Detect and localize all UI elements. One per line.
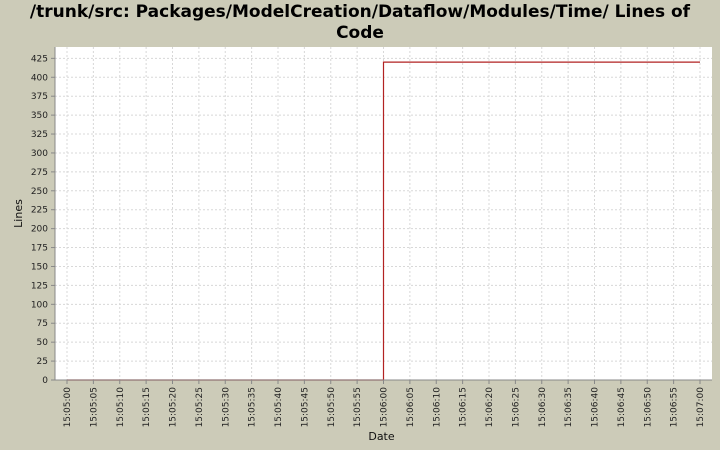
x-tick-label: 15:05:30 (221, 387, 231, 428)
y-tick-label: 75 (37, 319, 48, 329)
y-tick-label: 100 (31, 300, 48, 310)
x-tick-label: 15:06:55 (670, 387, 680, 427)
x-tick-label: 15:06:30 (538, 387, 548, 428)
x-tick-label: 15:06:05 (406, 387, 416, 427)
x-tick-label: 15:05:55 (353, 387, 363, 427)
x-tick-label: 15:05:50 (327, 387, 337, 428)
y-axis-title: Lines (12, 199, 25, 228)
y-tick-label: 0 (42, 376, 48, 386)
y-tick-label: 375 (31, 92, 48, 102)
y-tick-label: 400 (31, 73, 48, 83)
x-tick-label: 15:06:20 (485, 387, 495, 428)
y-tick-label: 25 (37, 357, 48, 367)
y-tick-label: 250 (31, 187, 48, 197)
x-tick-label: 15:05:15 (142, 387, 152, 427)
x-tick-label: 15:05:35 (248, 387, 258, 427)
y-tick-label: 50 (37, 338, 49, 348)
chart-title: /trunk/src: Packages/ModelCreation/Dataf… (0, 2, 720, 44)
y-tick-label: 225 (31, 206, 48, 216)
y-tick-label: 300 (31, 149, 48, 159)
x-tick-label: 15:06:35 (564, 387, 574, 427)
x-tick-label: 15:05:25 (195, 387, 205, 427)
x-tick-label: 15:05:05 (89, 387, 99, 427)
y-tick-label: 125 (31, 281, 48, 291)
x-tick-label: 15:05:20 (169, 387, 179, 428)
x-tick-label: 15:06:10 (432, 387, 442, 428)
x-tick-label: 15:07:00 (696, 387, 706, 428)
y-tick-label: 150 (31, 262, 48, 272)
ticks: 0 25 50 75 100 125 150 175 200 225 250 275 300 325 350… (31, 54, 706, 427)
x-axis-title: Date (368, 430, 395, 443)
x-tick-label: 15:06:25 (511, 387, 521, 427)
x-tick-label: 15:06:40 (591, 387, 601, 428)
x-tick-label: 15:06:00 (380, 387, 390, 428)
y-tick-label: 350 (31, 111, 48, 121)
x-tick-label: 15:05:10 (116, 387, 126, 428)
x-tick-label: 15:05:00 (63, 387, 73, 428)
chart-title-line1: /trunk/src: Packages/ModelCreation/Dataf… (29, 2, 691, 22)
y-tick-label: 175 (31, 244, 48, 254)
chart-title-line2: Code (336, 23, 384, 43)
x-tick-label: 15:06:15 (459, 387, 469, 427)
x-tick-label: 15:06:50 (643, 387, 653, 428)
y-tick-label: 425 (31, 54, 48, 64)
y-tick-label: 325 (31, 130, 48, 140)
y-tick-label: 200 (31, 225, 48, 235)
x-tick-label: 15:05:40 (274, 387, 284, 428)
x-tick-label: 15:05:45 (300, 387, 310, 427)
x-tick-label: 15:06:45 (617, 387, 627, 427)
y-tick-label: 275 (31, 168, 48, 178)
